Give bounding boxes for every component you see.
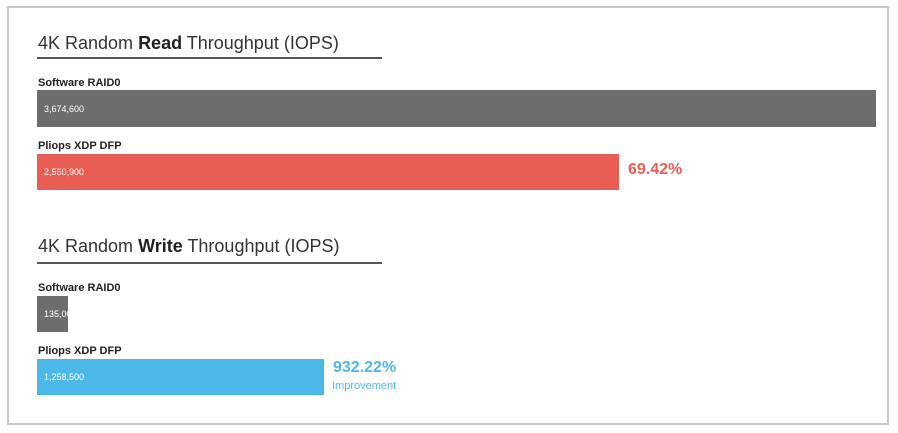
read-title-underline (37, 57, 382, 59)
read-bar-pliops: 2,550,900 (37, 154, 619, 190)
read-category-label-raid0: Software RAID0 (38, 77, 121, 89)
write-category-label-pliops: Pliops XDP DFP (38, 345, 122, 357)
write-value-label-raid0: 135,000 (44, 309, 77, 319)
write-category-label-raid0: Software RAID0 (38, 282, 121, 294)
write-chart-title: 4K Random Write Throughput (IOPS) (38, 236, 340, 256)
read-value-label-pliops: 2,550,900 (44, 167, 85, 177)
chart-frame (7, 6, 889, 425)
write-improvement-caption: Improvement (332, 380, 397, 392)
write-title-underline (37, 262, 382, 264)
write-bar-raid0: 135,000 (37, 296, 77, 332)
read-category-label-pliops: Pliops XDP DFP (38, 140, 122, 152)
read-bar-raid0: 3,674,600 (37, 90, 876, 127)
read-improvement-percent: 69.42% (628, 161, 683, 178)
write-bar-pliops: 1,258,500 (37, 359, 324, 395)
write-improvement-percent: 932.22% (333, 359, 397, 376)
read-chart-title: 4K Random Read Throughput (IOPS) (38, 33, 339, 53)
read-value-label-raid0: 3,674,600 (44, 103, 85, 114)
write-value-label-pliops: 1,258,500 (44, 372, 85, 382)
